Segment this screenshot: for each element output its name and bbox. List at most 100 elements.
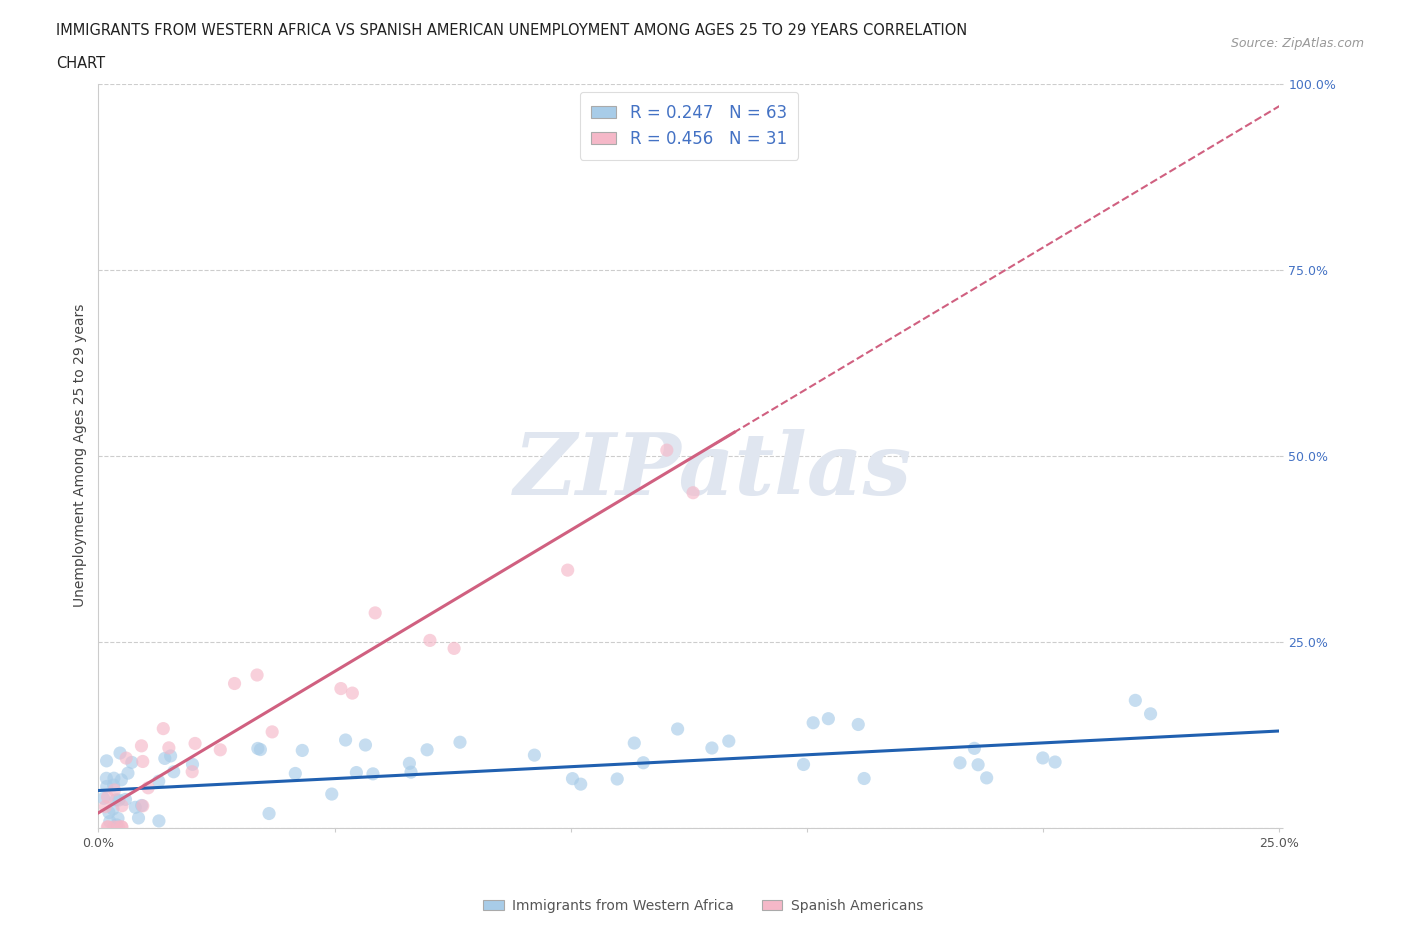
Legend: Immigrants from Western Africa, Spanish Americans: Immigrants from Western Africa, Spanish … bbox=[477, 894, 929, 919]
Point bbox=[335, 733, 357, 748]
Text: Source: ZipAtlas.com: Source: ZipAtlas.com bbox=[1230, 37, 1364, 50]
Point bbox=[1123, 693, 1146, 708]
Point bbox=[1043, 754, 1066, 769]
Point bbox=[94, 799, 117, 814]
Point bbox=[682, 485, 704, 500]
Point bbox=[107, 819, 129, 834]
Point bbox=[967, 757, 990, 772]
Point bbox=[103, 782, 125, 797]
Point bbox=[354, 737, 377, 752]
Point bbox=[419, 633, 441, 648]
Point bbox=[105, 792, 128, 807]
Point bbox=[717, 734, 740, 749]
Point bbox=[152, 721, 174, 736]
Point bbox=[103, 819, 125, 834]
Point bbox=[96, 753, 118, 768]
Point bbox=[523, 748, 546, 763]
Point bbox=[209, 742, 232, 757]
Point bbox=[246, 668, 269, 683]
Text: ZIPatlas: ZIPatlas bbox=[513, 429, 911, 512]
Point bbox=[132, 754, 155, 769]
Point bbox=[184, 736, 207, 751]
Point bbox=[633, 755, 655, 770]
Point bbox=[1139, 707, 1161, 722]
Point bbox=[329, 681, 352, 696]
Point bbox=[181, 757, 204, 772]
Point bbox=[793, 757, 815, 772]
Point bbox=[976, 770, 998, 785]
Point bbox=[666, 722, 689, 737]
Point bbox=[148, 814, 170, 829]
Legend: R = 0.247   N = 63, R = 0.456   N = 31: R = 0.247 N = 63, R = 0.456 N = 31 bbox=[579, 92, 799, 160]
Point bbox=[846, 717, 869, 732]
Point bbox=[321, 787, 343, 802]
Point bbox=[163, 764, 186, 779]
Point bbox=[398, 756, 420, 771]
Point bbox=[101, 802, 124, 817]
Point bbox=[131, 798, 153, 813]
Point bbox=[97, 819, 120, 834]
Point bbox=[132, 799, 155, 814]
Point bbox=[262, 724, 284, 739]
Point bbox=[569, 777, 592, 791]
Point bbox=[117, 765, 139, 780]
Point bbox=[606, 772, 628, 787]
Point bbox=[96, 819, 118, 834]
Point bbox=[246, 741, 269, 756]
Point bbox=[153, 751, 176, 765]
Point bbox=[949, 755, 972, 770]
Point bbox=[291, 743, 314, 758]
Point bbox=[103, 771, 125, 786]
Point bbox=[181, 764, 204, 779]
Point bbox=[342, 685, 364, 700]
Point bbox=[121, 755, 143, 770]
Point bbox=[224, 676, 246, 691]
Point bbox=[105, 817, 128, 832]
Point bbox=[623, 736, 645, 751]
Point bbox=[399, 764, 422, 779]
Point bbox=[249, 742, 271, 757]
Point bbox=[801, 715, 824, 730]
Point bbox=[110, 773, 132, 788]
Point bbox=[416, 742, 439, 757]
Point bbox=[817, 711, 839, 726]
Point bbox=[257, 806, 280, 821]
Point bbox=[124, 800, 146, 815]
Point bbox=[963, 741, 986, 756]
Point bbox=[107, 811, 129, 826]
Point bbox=[110, 819, 132, 834]
Point bbox=[557, 563, 579, 578]
Point bbox=[364, 605, 387, 620]
Point bbox=[108, 746, 131, 761]
Point bbox=[655, 443, 678, 458]
Y-axis label: Unemployment Among Ages 25 to 29 years: Unemployment Among Ages 25 to 29 years bbox=[73, 304, 87, 607]
Point bbox=[114, 792, 136, 807]
Text: IMMIGRANTS FROM WESTERN AFRICA VS SPANISH AMERICAN UNEMPLOYMENT AMONG AGES 25 TO: IMMIGRANTS FROM WESTERN AFRICA VS SPANIS… bbox=[56, 23, 967, 38]
Point bbox=[128, 811, 150, 826]
Point bbox=[96, 790, 118, 804]
Point bbox=[115, 751, 138, 765]
Point bbox=[97, 805, 120, 820]
Point bbox=[108, 792, 131, 807]
Point bbox=[1032, 751, 1054, 765]
Point bbox=[96, 779, 118, 794]
Point bbox=[93, 790, 115, 805]
Point bbox=[98, 814, 121, 829]
Point bbox=[136, 780, 159, 795]
Point bbox=[284, 766, 307, 781]
Text: CHART: CHART bbox=[56, 56, 105, 71]
Point bbox=[131, 738, 153, 753]
Point bbox=[344, 765, 367, 780]
Point bbox=[157, 740, 180, 755]
Point bbox=[449, 735, 471, 750]
Point bbox=[103, 777, 125, 792]
Point bbox=[361, 766, 384, 781]
Point bbox=[111, 798, 134, 813]
Point bbox=[111, 819, 134, 834]
Point bbox=[159, 749, 181, 764]
Point bbox=[148, 774, 170, 789]
Point bbox=[96, 771, 118, 786]
Point bbox=[853, 771, 876, 786]
Point bbox=[443, 641, 465, 656]
Point bbox=[700, 740, 723, 755]
